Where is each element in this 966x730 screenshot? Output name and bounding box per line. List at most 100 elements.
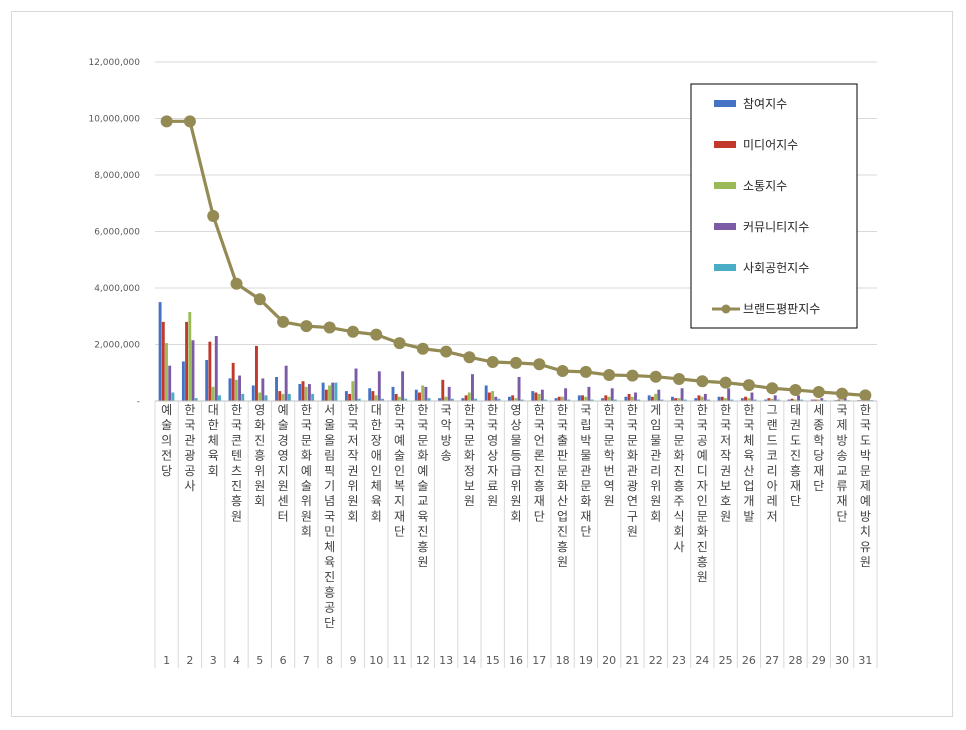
bar-사회공헌지수 bbox=[450, 398, 454, 401]
point-브랜드평판지수 bbox=[183, 115, 196, 128]
legend-swatch bbox=[714, 141, 736, 148]
rank-label: 3 bbox=[210, 654, 217, 667]
bar-커뮤니티지수 bbox=[261, 378, 265, 401]
bar-소통지수 bbox=[560, 396, 564, 401]
bar-참여지수 bbox=[508, 396, 511, 401]
point-브랜드평판지수 bbox=[253, 293, 266, 306]
bar-참여지수 bbox=[671, 396, 674, 401]
y-tick-label: - bbox=[137, 397, 140, 407]
legend-marker bbox=[721, 304, 731, 314]
bar-소통지수 bbox=[421, 385, 425, 401]
bar-사회공헌지수 bbox=[264, 395, 268, 401]
point-브랜드평판지수 bbox=[603, 369, 616, 382]
line-series bbox=[160, 115, 872, 402]
rank-label: 23 bbox=[672, 654, 686, 667]
bar-미디어지수 bbox=[627, 393, 631, 401]
bar-소통지수 bbox=[211, 386, 215, 401]
bar-미디어지수 bbox=[324, 389, 328, 401]
rank-label: 18 bbox=[556, 654, 570, 667]
bar-소통지수 bbox=[817, 399, 821, 401]
point-브랜드평판지수 bbox=[742, 379, 755, 392]
bar-미디어지수 bbox=[301, 381, 305, 401]
bar-소통지수 bbox=[467, 392, 471, 401]
bar-소통지수 bbox=[258, 392, 262, 401]
bar-참여지수 bbox=[484, 385, 488, 401]
legend-swatch bbox=[714, 264, 736, 271]
bar-소통지수 bbox=[537, 393, 541, 401]
point-브랜드평판지수 bbox=[463, 351, 476, 364]
bar-미디어지수 bbox=[534, 392, 538, 401]
bar-미디어지수 bbox=[464, 395, 468, 401]
bar-미디어지수 bbox=[348, 393, 352, 401]
rank-label: 2 bbox=[186, 654, 193, 667]
bar-소통지수 bbox=[328, 385, 331, 401]
point-브랜드평판지수 bbox=[556, 365, 569, 378]
bar-미디어지수 bbox=[557, 396, 561, 401]
bar-사회공헌지수 bbox=[520, 399, 524, 401]
legend-label: 참여지수 bbox=[743, 97, 787, 111]
bar-사회공헌지수 bbox=[311, 393, 315, 401]
point-브랜드평판지수 bbox=[789, 383, 802, 396]
bar-참여지수 bbox=[647, 395, 651, 401]
bar-사회공헌지수 bbox=[567, 399, 571, 401]
bar-커뮤니티지수 bbox=[797, 395, 800, 401]
bar-참여지수 bbox=[205, 360, 209, 401]
bar-사회공헌지수 bbox=[730, 399, 734, 401]
bar-커뮤니티지수 bbox=[238, 375, 242, 401]
point-브랜드평판지수 bbox=[230, 277, 243, 290]
rank-label: 14 bbox=[462, 654, 476, 667]
bar-미디어지수 bbox=[371, 391, 375, 401]
bar-사회공헌지수 bbox=[218, 395, 221, 401]
point-브랜드평판지수 bbox=[673, 372, 686, 385]
bar-소통지수 bbox=[793, 399, 797, 401]
bar-사회공헌지수 bbox=[404, 398, 408, 401]
bar-series bbox=[158, 302, 874, 401]
rank-label: 17 bbox=[532, 654, 546, 667]
rank-label: 6 bbox=[280, 654, 287, 667]
bar-커뮤니티지수 bbox=[843, 398, 847, 401]
rank-label: 15 bbox=[486, 654, 500, 667]
bar-커뮤니티지수 bbox=[750, 392, 754, 401]
rank-label: 30 bbox=[835, 654, 849, 667]
bar-미디어지수 bbox=[790, 398, 794, 401]
legend-label: 소통지수 bbox=[743, 179, 787, 193]
bar-참여지수 bbox=[158, 302, 162, 401]
bar-참여지수 bbox=[181, 361, 185, 401]
rank-label: 5 bbox=[256, 654, 263, 667]
rank-label: 21 bbox=[625, 654, 639, 667]
bar-커뮤니티지수 bbox=[773, 395, 777, 401]
y-tick-label: 6,000,000 bbox=[94, 228, 140, 238]
bar-참여지수 bbox=[764, 399, 768, 401]
bar-커뮤니티지수 bbox=[587, 386, 591, 401]
rank-label: 24 bbox=[695, 654, 709, 667]
bar-사회공헌지수 bbox=[241, 393, 245, 401]
legend-swatch bbox=[714, 223, 736, 230]
bar-커뮤니티지수 bbox=[191, 340, 195, 401]
bar-미디어지수 bbox=[208, 341, 212, 401]
bar-사회공헌지수 bbox=[171, 392, 175, 401]
bar-사회공헌지수 bbox=[800, 399, 804, 401]
legend-swatch bbox=[714, 182, 736, 189]
legend-box bbox=[690, 83, 858, 329]
bar-참여지수 bbox=[624, 396, 628, 401]
bar-참여지수 bbox=[321, 382, 325, 401]
rank-label: 25 bbox=[719, 654, 733, 667]
bar-참여지수 bbox=[391, 386, 395, 401]
bar-소통지수 bbox=[491, 391, 495, 401]
rank-label: 31 bbox=[858, 654, 872, 667]
bar-소통지수 bbox=[584, 396, 588, 401]
